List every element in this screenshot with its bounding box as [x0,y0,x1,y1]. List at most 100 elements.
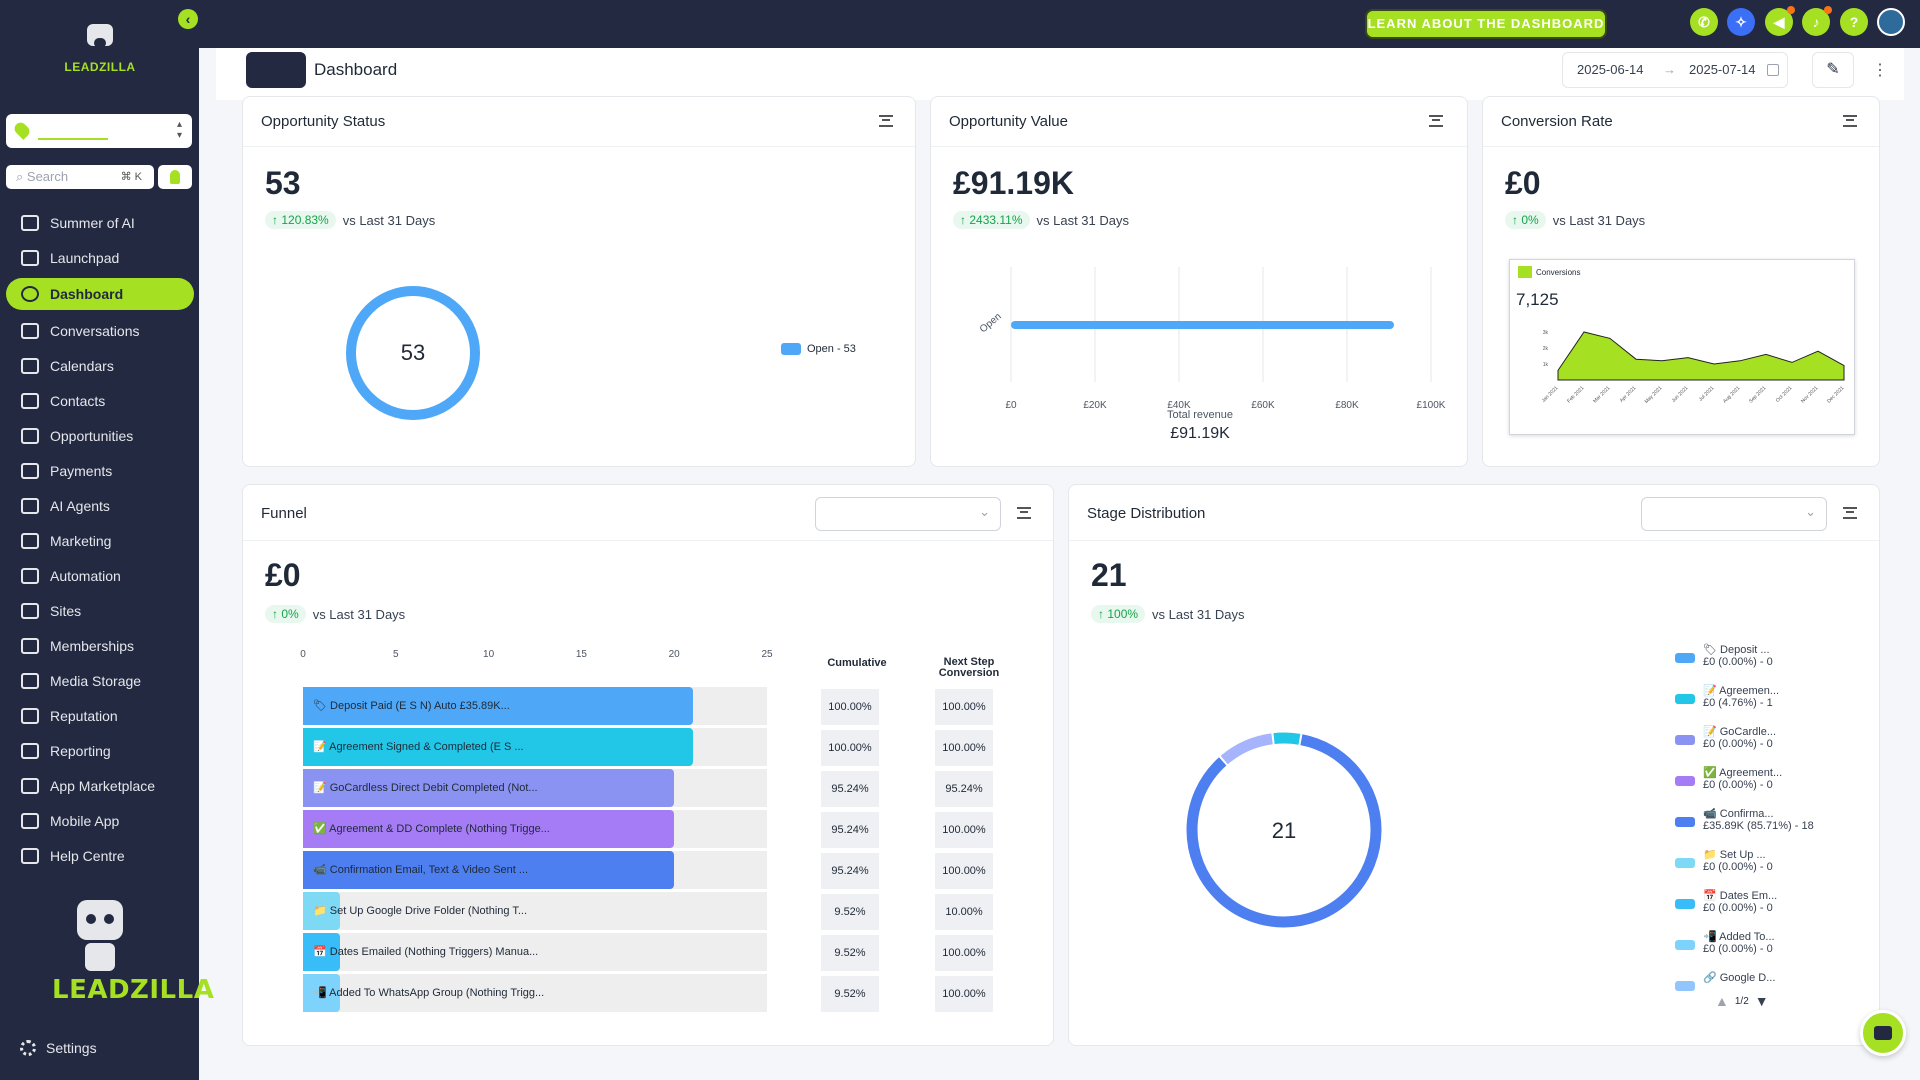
next-step-value: 100.00% [935,853,993,889]
next-step-value: 100.00% [935,689,993,725]
more-options-icon[interactable]: ⋮ [1872,62,1888,79]
stage-pipeline-select[interactable] [1641,497,1827,531]
funnel-row-label: 📁 Set Up Google Drive Folder (Nothing T.… [313,905,528,917]
sidebar-item-mobile-app[interactable]: Mobile App [6,803,194,838]
phone-icon[interactable]: ✆ [1690,8,1718,36]
funnel-pipeline-select[interactable] [815,497,1001,531]
megaphone-icon[interactable]: ◀ [1765,6,1795,36]
legend-label: Conversions [1536,267,1581,277]
add-contact-button[interactable] [158,165,192,189]
legend-stage-detail: £0 (0.00%) - 0 [1703,861,1773,873]
legend-stage-name: 📅 Dates Em... [1703,890,1778,902]
sidebar-item-media-storage[interactable]: Media Storage [6,663,194,698]
date-range-picker[interactable]: 2025-06-14 → 2025-07-14 [1562,52,1788,88]
stage-legend-item[interactable]: 🔗 Google D... [1675,971,1855,991]
legend-swatch [1675,981,1695,991]
magic-wand-icon[interactable]: ✧ [1727,8,1755,36]
cumulative-value: 9.52% [821,894,879,930]
sidebar-item-label: Conversations [50,322,140,339]
x-tick-label: 5 [393,649,399,660]
sidebar-item-label: Contacts [50,392,106,409]
sidebar-item-launchpad[interactable]: Launchpad [6,240,194,275]
sidebar-item-contacts[interactable]: Contacts [6,383,194,418]
sidebar-item-summer-of-ai[interactable]: Summer of AI [6,205,194,240]
legend-text: 📹 Confirma... £35.89K (85.71%) - 18 [1703,807,1814,832]
funnel-bar [303,769,675,807]
legend-swatch [1518,266,1532,278]
stage-legend-item[interactable]: ✅ Agreement... £0 (0.00%) - 0 [1675,766,1855,791]
sidebar-item-calendars[interactable]: Calendars [6,348,194,383]
x-tick-label: £0 [1005,400,1017,411]
legend-stage-name: 📹 Confirma... [1703,808,1774,820]
pager-down-icon[interactable]: ▼ [1754,993,1769,1009]
user-avatar[interactable] [1877,8,1905,36]
collapse-sidebar-button[interactable]: ‹ [178,9,198,29]
legend-text: ✅ Agreement... £0 (0.00%) - 0 [1703,766,1782,791]
legend-item-open: Open - 53 [781,343,856,355]
pager-label: 1/2 [1734,995,1749,1007]
sidebar-item-payments[interactable]: Payments [6,453,194,488]
sidebar-item-label: Sites [50,602,82,619]
total-revenue-value: £91.19K [1170,425,1230,442]
legend-stage-detail: £0 (0.00%) - 0 [1703,902,1773,914]
learn-about-dashboard-button[interactable]: LEARN ABOUT THE DASHBOARD [1365,9,1607,39]
filter-icon[interactable] [1843,115,1857,127]
help-icon[interactable]: ? [1840,8,1868,36]
metric-delta: ↑ 0% vs Last 31 Days [265,605,405,623]
bell-icon[interactable]: ♪ [1802,6,1832,36]
filter-icon[interactable] [1017,507,1031,519]
location-switcher[interactable]: ▴ ▾ [6,114,192,148]
sidebar-item-reporting[interactable]: Reporting [6,733,194,768]
sidebar-item-label: Media Storage [50,672,142,689]
filter-icon[interactable] [879,115,893,127]
sidebar-item-reputation[interactable]: Reputation [6,698,194,733]
card-title: Funnel [261,505,307,522]
metric-delta: ↑ 2433.11% vs Last 31 Days [953,211,1129,229]
stage-legend-item[interactable]: 📝 GoCardle... £0 (0.00%) - 0 [1675,725,1855,750]
stage-legend-item[interactable]: 📝 Agreemen... £0 (4.76%) - 1 [1675,684,1855,709]
legend-stage-detail: £0 (0.00%) - 0 [1703,779,1773,791]
sidebar-item-opportunities[interactable]: Opportunities [6,418,194,453]
filter-icon[interactable] [1429,115,1443,127]
funnel-track [303,933,767,971]
cumulative-value: 95.24% [821,771,879,807]
filter-icon[interactable] [1843,507,1857,519]
x-tick-label: £20K [1083,400,1107,411]
sidebar-item-dashboard[interactable]: Dashboard [6,278,194,310]
sidebar-item-sites[interactable]: Sites [6,593,194,628]
sidebar-item-ai-agents[interactable]: AI Agents [6,488,194,523]
stage-legend-item[interactable]: 🏷 Deposit ... £0 (0.00%) - 0 [1675,643,1855,668]
brand-logo[interactable]: LEADZILLA [60,24,140,88]
sidebar-item-marketing[interactable]: Marketing [6,523,194,558]
opportunity-value-bar-chart: £0 £20K £40K £60K £80K £100K Open [978,267,1446,411]
sidebar-item-automation[interactable]: Automation [6,558,194,593]
membership-icon [21,637,39,654]
date-from: 2025-06-14 [1577,62,1644,77]
edit-dashboard-button[interactable]: ✎ [1812,52,1854,88]
metric-value: £0 [1505,165,1541,201]
legend-text: 📝 GoCardle... £0 (0.00%) - 0 [1703,725,1776,750]
ai-agent-icon [21,497,39,514]
chat-widget-button[interactable] [1860,1010,1906,1056]
payments-icon [21,462,39,479]
search-input[interactable]: ⌕ Search ⌘ K [6,165,154,189]
stage-legend-item[interactable]: 📲 Added To... £0 (0.00%) - 0 [1675,930,1855,955]
sidebar: ‹ LEADZILLA ▴ ▾ ⌕ Search ⌘ K Summer of AI… [0,0,214,1080]
stage-legend-item[interactable]: 📅 Dates Em... £0 (0.00%) - 0 [1675,889,1855,914]
sidebar-item-help-centre[interactable]: Help Centre [6,838,194,873]
dashboard-switcher[interactable] [246,52,306,88]
sidebar-item-conversations[interactable]: Conversations [6,313,194,348]
legend-swatch [1675,776,1695,786]
x-tick-label: Aug 2021 [1722,385,1742,405]
stage-legend-item[interactable]: 📁 Set Up ... £0 (0.00%) - 0 [1675,848,1855,873]
legend-swatch [1675,735,1695,745]
revenue-bar [1011,321,1394,329]
settings-link[interactable]: Settings [20,1040,97,1056]
x-tick-label: Jan 2021 [1541,385,1560,404]
settings-label: Settings [46,1040,97,1056]
pager-up-icon[interactable]: ▲ [1715,993,1729,1009]
x-tick-label: Oct 2021 [1775,385,1794,404]
stage-legend-item[interactable]: 📹 Confirma... £35.89K (85.71%) - 18 [1675,807,1855,832]
sidebar-item-app-marketplace[interactable]: App Marketplace [6,768,194,803]
sidebar-item-memberships[interactable]: Memberships [6,628,194,663]
